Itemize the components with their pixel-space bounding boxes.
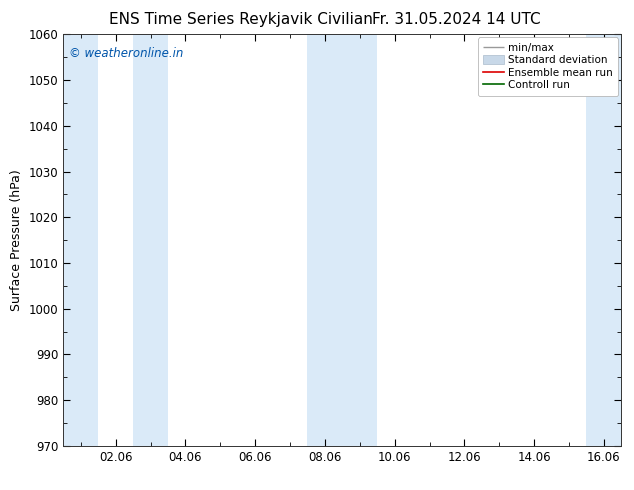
Bar (307, 34, 377, 446)
Legend: min/max, Standard deviation, Ensemble mean run, Controll run: min/max, Standard deviation, Ensemble me… (478, 37, 618, 96)
Text: Fr. 31.05.2024 14 UTC: Fr. 31.05.2024 14 UTC (372, 12, 541, 27)
Bar (133, 34, 168, 446)
Bar (63, 34, 98, 446)
Y-axis label: Surface Pressure (hPa): Surface Pressure (hPa) (10, 169, 23, 311)
Text: © weatheronline.in: © weatheronline.in (69, 47, 183, 60)
Text: ENS Time Series Reykjavik Civilian: ENS Time Series Reykjavik Civilian (109, 12, 373, 27)
Bar (586, 34, 621, 446)
